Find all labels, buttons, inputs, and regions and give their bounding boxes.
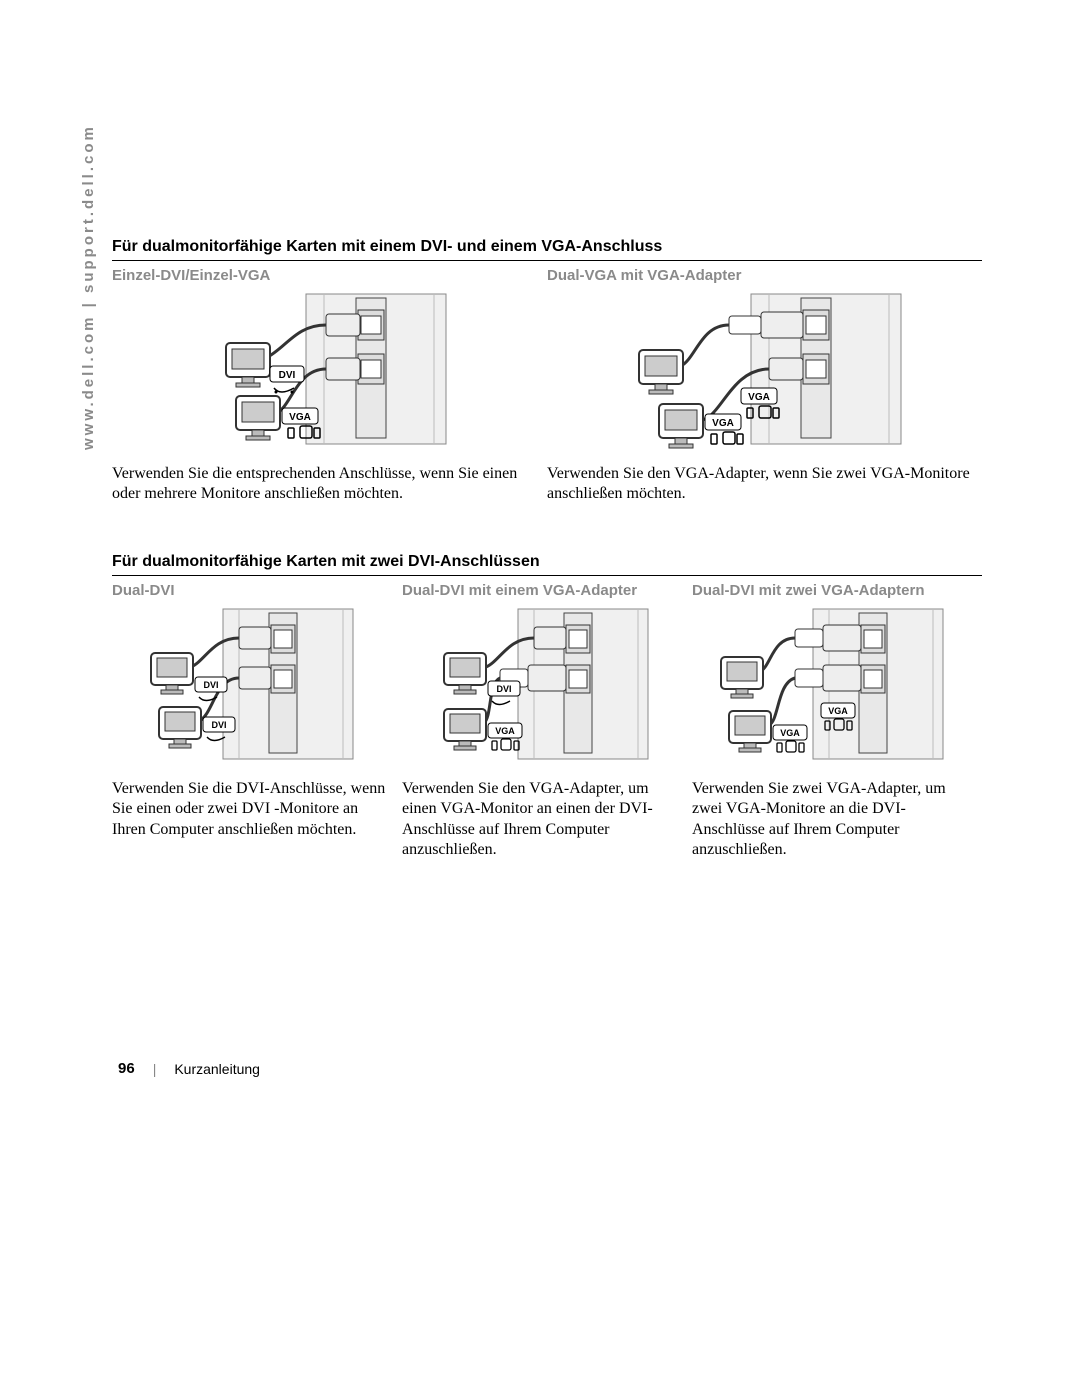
section1-col2-body: Verwenden Sie den VGA-Adapter, wenn Sie …: [547, 464, 974, 505]
section2-col3: Dual-DVI mit zwei VGA-Adaptern: [692, 582, 982, 861]
page-footer: 96 | Kurzanleitung: [118, 1060, 260, 1077]
section2-col2-body: Verwenden Sie den VGA-Adapter, um einen …: [402, 779, 684, 861]
footer-separator: |: [153, 1061, 157, 1077]
illustration-dual-dvi-one-adapter: DVI VGA: [402, 603, 684, 773]
section2-col3-body: Verwenden Sie zwei VGA-Adapter, um zwei …: [692, 779, 974, 861]
footer-doc-title: Kurzanleitung: [174, 1061, 260, 1077]
badge-text: DVI: [203, 680, 218, 690]
badge-text: DVI: [278, 370, 295, 381]
badge-text: VGA: [289, 412, 311, 423]
section2-title: Für dualmonitorfähige Karten mit zwei DV…: [112, 553, 982, 576]
section1-col1: Einzel-DVI/Einzel-VGA: [112, 267, 547, 505]
section2-col3-subtitle: Dual-DVI mit zwei VGA-Adaptern: [692, 582, 974, 599]
illustration-dual-dvi: DVI DVI: [112, 603, 394, 773]
sidebar-url: www.dell.com | support.dell.com: [80, 124, 97, 450]
section2-col2: Dual-DVI mit einem VGA-Adapter: [402, 582, 692, 861]
badge-text: DVI: [496, 684, 511, 694]
illustration-dual-vga-adapter: VGA: [547, 288, 974, 458]
illustration-single-dvi-vga: DVI: [112, 288, 539, 458]
section1-title: Für dualmonitorfähige Karten mit einem D…: [112, 238, 982, 261]
badge-text: VGA: [748, 392, 770, 403]
section2-row: Dual-DVI: [112, 582, 982, 861]
badge-text: VGA: [712, 418, 734, 429]
badge-text: DVI: [211, 720, 226, 730]
badge-text: VGA: [828, 706, 848, 716]
section2-col1-subtitle: Dual-DVI: [112, 582, 394, 599]
section1-col2-subtitle: Dual-VGA mit VGA-Adapter: [547, 267, 974, 284]
page: www.dell.com | support.dell.com Für dual…: [0, 0, 1080, 1397]
section2-col1-body: Verwenden Sie die DVI-Anschlüsse, wenn S…: [112, 779, 394, 840]
footer-page-number: 96: [118, 1060, 135, 1077]
section1-col2: Dual-VGA mit VGA-Adapter: [547, 267, 982, 505]
illustration-dual-dvi-two-adapters: VGA VGA: [692, 603, 974, 773]
badge-text: VGA: [780, 728, 800, 738]
section2-col2-subtitle: Dual-DVI mit einem VGA-Adapter: [402, 582, 684, 599]
section1-row: Einzel-DVI/Einzel-VGA: [112, 267, 982, 505]
badge-text: VGA: [495, 726, 515, 736]
section2-col1: Dual-DVI: [112, 582, 402, 861]
content-area: Für dualmonitorfähige Karten mit einem D…: [112, 238, 982, 861]
section1-col1-body: Verwenden Sie die entsprechenden Anschlü…: [112, 464, 539, 505]
section1-col1-subtitle: Einzel-DVI/Einzel-VGA: [112, 267, 539, 284]
